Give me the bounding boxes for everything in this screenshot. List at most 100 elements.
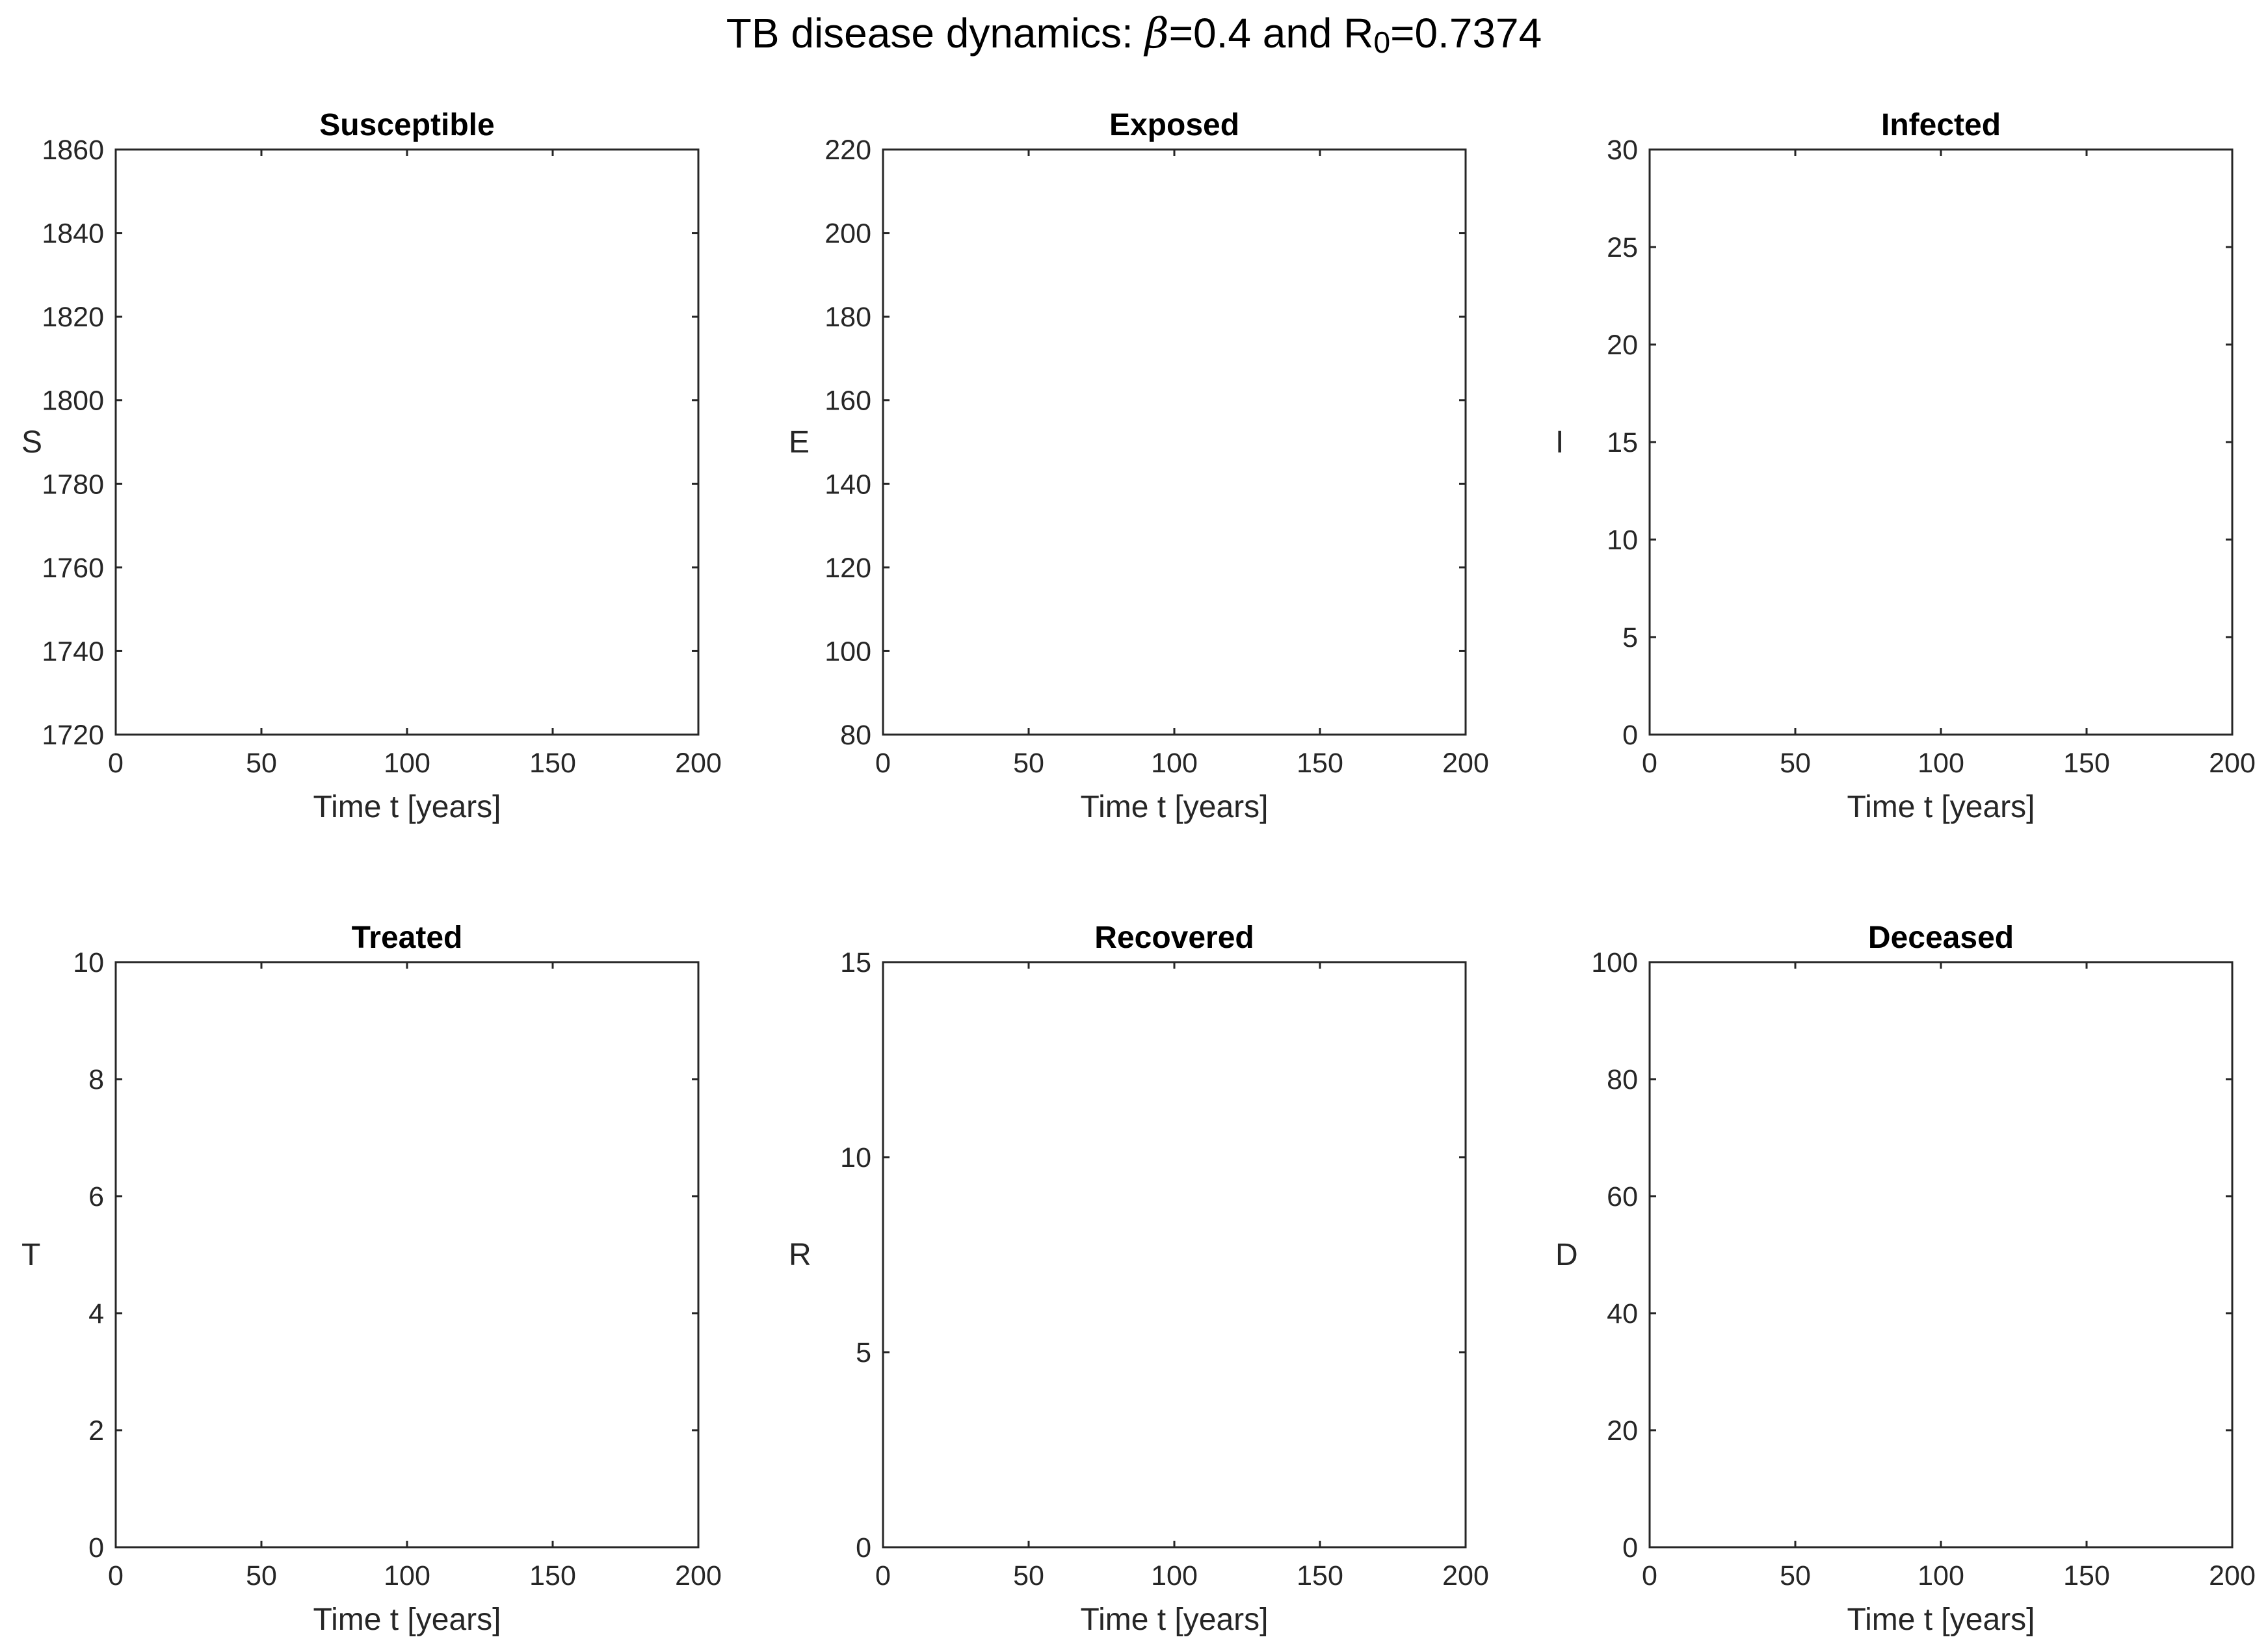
x-tick-label: 100 (1918, 1560, 1964, 1591)
panel-deceased: 0 50 100 150 200 0 20 40 60 80 100 Deceased Time t [… (1555, 921, 2256, 1637)
axes-frame (1648, 961, 2234, 1549)
y-tick-label: 15 (840, 947, 871, 978)
y-tick-label: 100 (1591, 947, 1638, 978)
panel-title: Treated (352, 921, 463, 955)
x-tick-label: 0 (875, 748, 891, 779)
y-tick-label: 2 (88, 1415, 104, 1446)
y-tick-label: 180 (824, 302, 871, 333)
y-tick-label: 80 (1607, 1064, 1638, 1095)
panel-title: Recovered (1094, 921, 1254, 955)
y-tick-label: 6 (88, 1181, 104, 1212)
panel-title: Exposed (1109, 108, 1239, 142)
x-tick-label: 100 (384, 748, 430, 779)
y-tick-label: 1860 (42, 135, 104, 166)
y-tick-label: 80 (840, 720, 871, 751)
x-tick-label: 150 (2063, 1560, 2110, 1591)
y-tick-label: 100 (824, 636, 871, 667)
x-tick-label: 50 (246, 748, 277, 779)
x-axis-label: Time t [years] (1847, 1602, 2035, 1637)
panel-treated: 0 50 100 150 200 0 2 4 6 8 10 Treated Time t [years]… (21, 921, 722, 1637)
y-tick-label: 60 (1607, 1181, 1638, 1212)
panel-susceptible: 0 50 100 150 200 1720 1740 1760 1780 1800 1820 1840… (21, 108, 722, 824)
y-axis-label: S (21, 425, 42, 460)
x-tick-label: 200 (1442, 1560, 1489, 1591)
axes-frame (882, 148, 1467, 736)
y-tick-label: 0 (1622, 720, 1638, 751)
y-tick-label: 220 (824, 135, 871, 166)
panel-recovered: 0 50 100 150 200 0 5 10 15 Recovered Time t [years… (789, 921, 1489, 1637)
x-tick-label: 50 (1780, 748, 1811, 779)
y-tick-label: 40 (1607, 1298, 1638, 1329)
panel-title: Deceased (1868, 921, 2014, 955)
y-axis-label: T (21, 1238, 40, 1272)
y-tick-label: 200 (824, 218, 871, 250)
x-tick-label: 0 (1642, 748, 1657, 779)
x-tick-label: 50 (1013, 1560, 1044, 1591)
y-tick-label: 8 (88, 1064, 104, 1095)
x-tick-label: 200 (1442, 748, 1489, 779)
panel-title: Infected (1881, 108, 2001, 142)
y-tick-label: 25 (1607, 232, 1638, 263)
axes-frame (114, 148, 700, 736)
y-tick-label: 1760 (42, 553, 104, 584)
y-tick-label: 10 (840, 1142, 871, 1173)
x-tick-label: 150 (529, 748, 576, 779)
y-tick-label: 1780 (42, 469, 104, 500)
x-tick-label: 0 (108, 748, 124, 779)
y-tick-label: 1800 (42, 386, 104, 417)
y-tick-label: 0 (88, 1532, 104, 1563)
x-tick-label: 0 (875, 1560, 891, 1591)
x-tick-label: 200 (2209, 1560, 2256, 1591)
x-tick-label: 150 (1297, 748, 1343, 779)
x-tick-label: 150 (2063, 748, 2110, 779)
y-tick-label: 20 (1607, 1415, 1638, 1446)
y-tick-label: 120 (824, 553, 871, 584)
x-tick-label: 50 (1013, 748, 1044, 779)
x-tick-label: 200 (675, 1560, 722, 1591)
y-tick-label: 0 (1622, 1532, 1638, 1563)
y-tick-label: 4 (88, 1298, 104, 1329)
x-tick-label: 0 (108, 1560, 124, 1591)
y-axis-label: D (1555, 1238, 1578, 1272)
y-axis-label: I (1555, 425, 1564, 460)
x-axis-label: Time t [years] (1081, 1602, 1269, 1637)
x-tick-label: 100 (1151, 1560, 1198, 1591)
y-tick-label: 1720 (42, 720, 104, 751)
y-tick-label: 1840 (42, 218, 104, 250)
panel-title: Susceptible (319, 108, 494, 142)
x-tick-label: 150 (1297, 1560, 1343, 1591)
panel-infected: 0 50 100 150 200 0 5 10 15 20 25 30 Infected Time t [… (1555, 108, 2256, 824)
x-tick-label: 50 (1780, 1560, 1811, 1591)
x-axis-label: Time t [years] (313, 790, 501, 824)
x-tick-label: 100 (1918, 748, 1964, 779)
y-tick-label: 140 (824, 469, 871, 500)
y-axis-label: E (789, 425, 810, 460)
y-tick-label: 15 (1607, 427, 1638, 458)
x-tick-label: 150 (529, 1560, 576, 1591)
y-tick-label: 1740 (42, 636, 104, 667)
x-axis-label: Time t [years] (1847, 790, 2035, 824)
x-tick-label: 200 (675, 748, 722, 779)
x-axis-label: Time t [years] (313, 1602, 501, 1637)
panel-exposed: 0 50 100 150 200 80 100 120 140 160 180 200 220 Expos… (789, 108, 1489, 824)
y-tick-label: 10 (73, 947, 104, 978)
y-tick-label: 20 (1607, 330, 1638, 361)
y-tick-label: 160 (824, 386, 871, 417)
y-tick-label: 0 (856, 1532, 871, 1563)
figure-title: TB disease dynamics: β=0.4 and R0=0.7374 (726, 10, 1542, 59)
x-tick-label: 100 (384, 1560, 430, 1591)
y-tick-label: 10 (1607, 525, 1638, 556)
x-tick-label: 50 (246, 1560, 277, 1591)
x-tick-label: 0 (1642, 1560, 1657, 1591)
x-axis-label: Time t [years] (1081, 790, 1269, 824)
y-tick-label: 5 (856, 1337, 871, 1368)
x-tick-label: 200 (2209, 748, 2256, 779)
y-tick-label: 5 (1622, 622, 1638, 653)
y-axis-label: R (789, 1238, 811, 1272)
y-tick-label: 30 (1607, 135, 1638, 166)
axes-frame (882, 961, 1467, 1549)
axes-frame (114, 961, 700, 1549)
x-tick-label: 100 (1151, 748, 1198, 779)
y-tick-label: 1820 (42, 302, 104, 333)
